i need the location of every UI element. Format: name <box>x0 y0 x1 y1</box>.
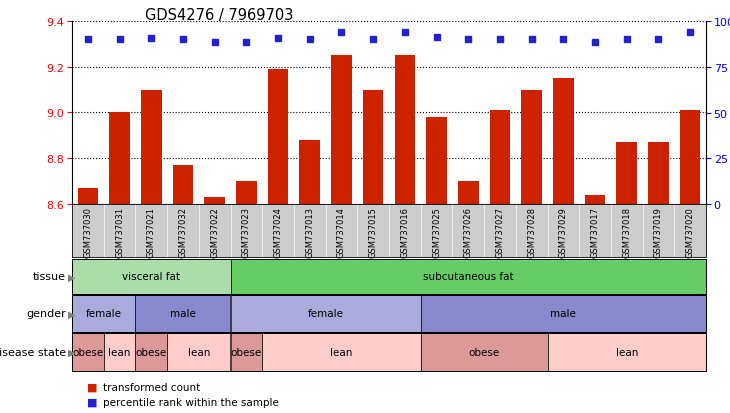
Bar <box>458 182 479 204</box>
Text: ▶: ▶ <box>68 309 75 319</box>
Text: GSM737025: GSM737025 <box>432 206 441 257</box>
Bar <box>553 79 574 204</box>
Text: ▶: ▶ <box>68 347 75 357</box>
Text: subcutaneous fat: subcutaneous fat <box>423 272 514 282</box>
Text: GSM737028: GSM737028 <box>527 206 536 257</box>
Bar <box>585 195 605 204</box>
Text: GSM737032: GSM737032 <box>178 206 188 257</box>
Bar <box>236 182 257 204</box>
Text: GSM737021: GSM737021 <box>147 206 155 257</box>
Text: ▶: ▶ <box>68 272 75 282</box>
Text: lean: lean <box>615 347 638 357</box>
Text: transformed count: transformed count <box>103 382 200 392</box>
Bar <box>173 166 193 204</box>
Text: GSM737027: GSM737027 <box>496 206 504 257</box>
Bar <box>490 111 510 204</box>
Text: GSM737018: GSM737018 <box>622 206 631 257</box>
Bar <box>141 90 161 204</box>
Text: obese: obese <box>231 347 262 357</box>
Text: obese: obese <box>469 347 500 357</box>
Bar <box>331 56 352 204</box>
Text: GSM737014: GSM737014 <box>337 206 346 257</box>
Text: female: female <box>85 309 122 319</box>
Bar <box>616 143 637 204</box>
Bar <box>204 198 225 204</box>
Text: male: male <box>550 309 576 319</box>
Text: lean: lean <box>330 347 353 357</box>
Text: GSM737022: GSM737022 <box>210 206 219 257</box>
Text: GSM737020: GSM737020 <box>685 206 695 257</box>
Text: tissue: tissue <box>33 272 66 282</box>
Text: disease state: disease state <box>0 347 66 357</box>
Text: obese: obese <box>136 347 167 357</box>
Text: GSM737024: GSM737024 <box>274 206 283 257</box>
Text: GSM737031: GSM737031 <box>115 206 124 257</box>
Text: lean: lean <box>188 347 210 357</box>
Text: GSM737013: GSM737013 <box>305 206 314 257</box>
Bar <box>299 140 320 204</box>
Bar <box>394 56 415 204</box>
Text: female: female <box>307 309 344 319</box>
Text: GSM737015: GSM737015 <box>369 206 377 257</box>
Bar <box>77 188 98 204</box>
Text: GSM737029: GSM737029 <box>559 206 568 257</box>
Bar <box>648 143 669 204</box>
Bar <box>426 118 447 204</box>
Text: gender: gender <box>26 309 66 319</box>
Text: GSM737030: GSM737030 <box>83 206 93 257</box>
Text: GSM737017: GSM737017 <box>591 206 599 257</box>
Text: GDS4276 / 7969703: GDS4276 / 7969703 <box>145 8 293 23</box>
Text: male: male <box>170 309 196 319</box>
Text: GSM737023: GSM737023 <box>242 206 251 257</box>
Text: visceral fat: visceral fat <box>122 272 180 282</box>
Bar <box>363 90 383 204</box>
Text: GSM737019: GSM737019 <box>654 206 663 257</box>
Text: GSM737016: GSM737016 <box>400 206 410 257</box>
Text: obese: obese <box>72 347 104 357</box>
Bar <box>680 111 701 204</box>
Bar <box>268 70 288 204</box>
Text: lean: lean <box>108 347 131 357</box>
Text: ■: ■ <box>87 397 97 407</box>
Bar <box>110 113 130 204</box>
Bar <box>521 90 542 204</box>
Text: GSM737026: GSM737026 <box>464 206 473 257</box>
Text: ■: ■ <box>87 382 97 392</box>
Text: percentile rank within the sample: percentile rank within the sample <box>103 397 279 407</box>
